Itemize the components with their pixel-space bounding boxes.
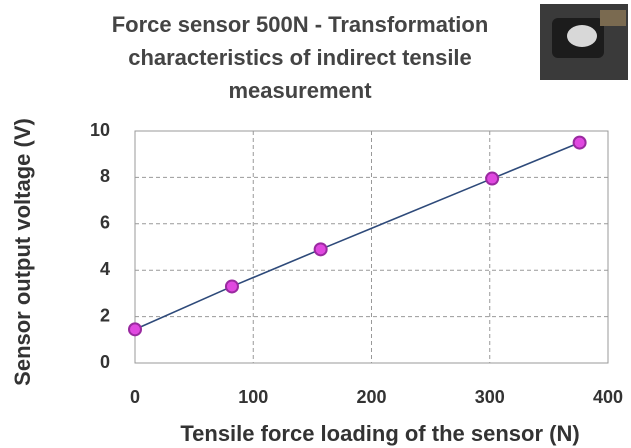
y-tick-label: 8 bbox=[100, 166, 110, 186]
series-line bbox=[134, 141, 580, 331]
point bbox=[313, 242, 328, 257]
point bbox=[485, 171, 500, 186]
chart-title: Force sensor 500N - Transformation chara… bbox=[111, 12, 489, 103]
x-tick-label: 100 bbox=[238, 387, 268, 407]
y-tick-label: 6 bbox=[100, 213, 110, 233]
point bbox=[572, 135, 587, 150]
point bbox=[224, 279, 239, 294]
x-tick-label: 400 bbox=[593, 387, 623, 407]
x-tick-label: 200 bbox=[356, 387, 386, 407]
point bbox=[128, 322, 142, 337]
y-tick-label: 2 bbox=[100, 305, 110, 325]
y-tick-label: 4 bbox=[100, 259, 110, 279]
y-axis-label: Sensor output voltage (V) bbox=[10, 118, 35, 386]
x-axis-label: Tensile force loading of the sensor (N) bbox=[180, 421, 579, 446]
x-tick-label: 0 bbox=[130, 387, 140, 407]
photo bbox=[540, 4, 628, 80]
y-tick-label: 0 bbox=[100, 352, 110, 372]
y-tick-label: 10 bbox=[90, 120, 110, 140]
x-tick-label: 300 bbox=[475, 387, 505, 407]
